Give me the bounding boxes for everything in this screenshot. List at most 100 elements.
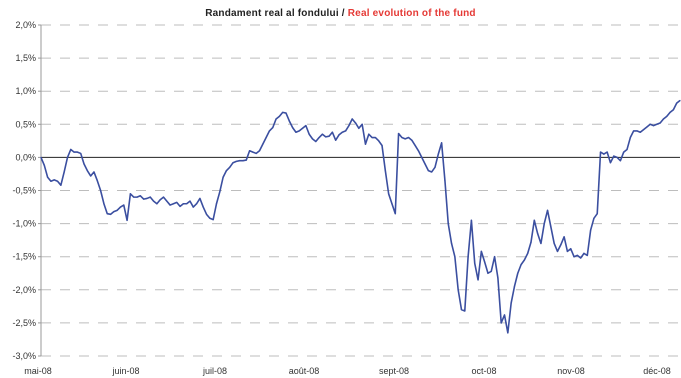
data-point [666, 115, 668, 117]
data-point [345, 130, 347, 132]
data-point [146, 197, 148, 200]
data-point [298, 130, 300, 132]
data-point [606, 151, 608, 153]
data-point [351, 118, 353, 120]
data-point [384, 170, 386, 172]
data-point [364, 143, 367, 145]
data-point [66, 156, 69, 158]
data-point [278, 115, 280, 117]
data-point [480, 250, 482, 252]
data-point [616, 156, 618, 158]
data-point [441, 142, 443, 144]
x-tick-label: juin-08 [111, 366, 139, 376]
data-point [404, 138, 406, 140]
y-axis-ticks: 2,0% 1,5% 1,0% 0,5% 0,0% -0,5% -1,0% -1,5% -2,0%… [12, 20, 42, 361]
y-tick-label: -0,5% [12, 186, 36, 196]
y-tick-label: -2,5% [12, 318, 36, 328]
data-point [500, 322, 502, 324]
data-point [245, 159, 247, 161]
data-point [510, 302, 512, 304]
data-point [411, 139, 413, 141]
data-point [321, 133, 324, 135]
data-point [86, 170, 88, 172]
data-point [580, 257, 582, 259]
data-point [258, 150, 261, 152]
y-tick-label: 1,5% [15, 53, 36, 63]
data-point [348, 125, 350, 127]
data-point [47, 176, 49, 178]
data-point [368, 133, 370, 135]
data-point [239, 160, 241, 162]
data-point [116, 209, 118, 211]
data-point [252, 151, 254, 153]
data-point [225, 170, 228, 172]
data-point [394, 213, 396, 215]
data-point [593, 217, 595, 219]
x-tick-label: juil-08 [202, 366, 227, 376]
data-point [546, 209, 549, 211]
data-point [268, 130, 271, 132]
data-point [523, 259, 525, 261]
data-point [275, 118, 277, 120]
y-tick-label: 0,0% [15, 152, 36, 162]
data-point [215, 203, 218, 205]
chart-title-main: Randament real al fondului [205, 8, 339, 19]
y-tick-label: 2,0% [15, 20, 36, 30]
data-point [100, 189, 102, 192]
data-point [619, 160, 622, 162]
data-point [73, 151, 75, 153]
data-point [652, 125, 655, 127]
x-tick-label: oct-08 [471, 366, 496, 376]
data-point [202, 206, 204, 208]
data-point [543, 223, 545, 225]
data-point [285, 112, 287, 114]
y-tick-label: -1,0% [12, 219, 36, 229]
data-point [417, 150, 420, 152]
data-point [566, 250, 569, 252]
data-point [113, 211, 115, 213]
data-point [576, 254, 578, 256]
data-point [583, 252, 585, 254]
data-point [212, 219, 214, 221]
data-points [40, 99, 681, 334]
y-tick-label: 0,5% [15, 119, 36, 129]
data-point [222, 176, 224, 178]
data-point [338, 134, 340, 136]
data-point [255, 152, 257, 155]
data-point [186, 203, 188, 205]
data-point [192, 206, 194, 208]
data-point [189, 200, 191, 202]
data-point [341, 131, 343, 133]
chart-title-english: Real evolution of the fund [347, 8, 476, 19]
data-point [205, 213, 208, 215]
data-point [96, 179, 98, 182]
data-point [407, 136, 410, 139]
x-tick-label: sept-08 [379, 366, 409, 376]
data-point [358, 127, 360, 129]
x-tick-label: déc-08 [643, 366, 671, 376]
data-point [397, 132, 400, 135]
data-point [656, 123, 658, 125]
data-point [60, 184, 62, 186]
fund-return-line [40, 99, 681, 334]
data-point [427, 170, 429, 172]
data-point [272, 127, 274, 129]
data-point [126, 219, 128, 221]
y-tick-label: -1,5% [12, 252, 36, 262]
chart-title-separator: / [341, 8, 345, 19]
data-point [229, 166, 231, 168]
chart-title: Randament real al fondului / Real evolut… [0, 8, 681, 19]
data-point [669, 111, 671, 113]
data-point [292, 127, 294, 129]
data-point [262, 143, 264, 145]
data-point [437, 153, 439, 155]
data-point [431, 171, 433, 173]
data-point [633, 130, 635, 132]
data-point [454, 256, 456, 258]
data-point [497, 277, 499, 279]
data-point [123, 204, 125, 206]
data-point [176, 201, 178, 204]
data-point [354, 122, 357, 124]
data-point [596, 213, 598, 215]
data-point [179, 205, 181, 207]
